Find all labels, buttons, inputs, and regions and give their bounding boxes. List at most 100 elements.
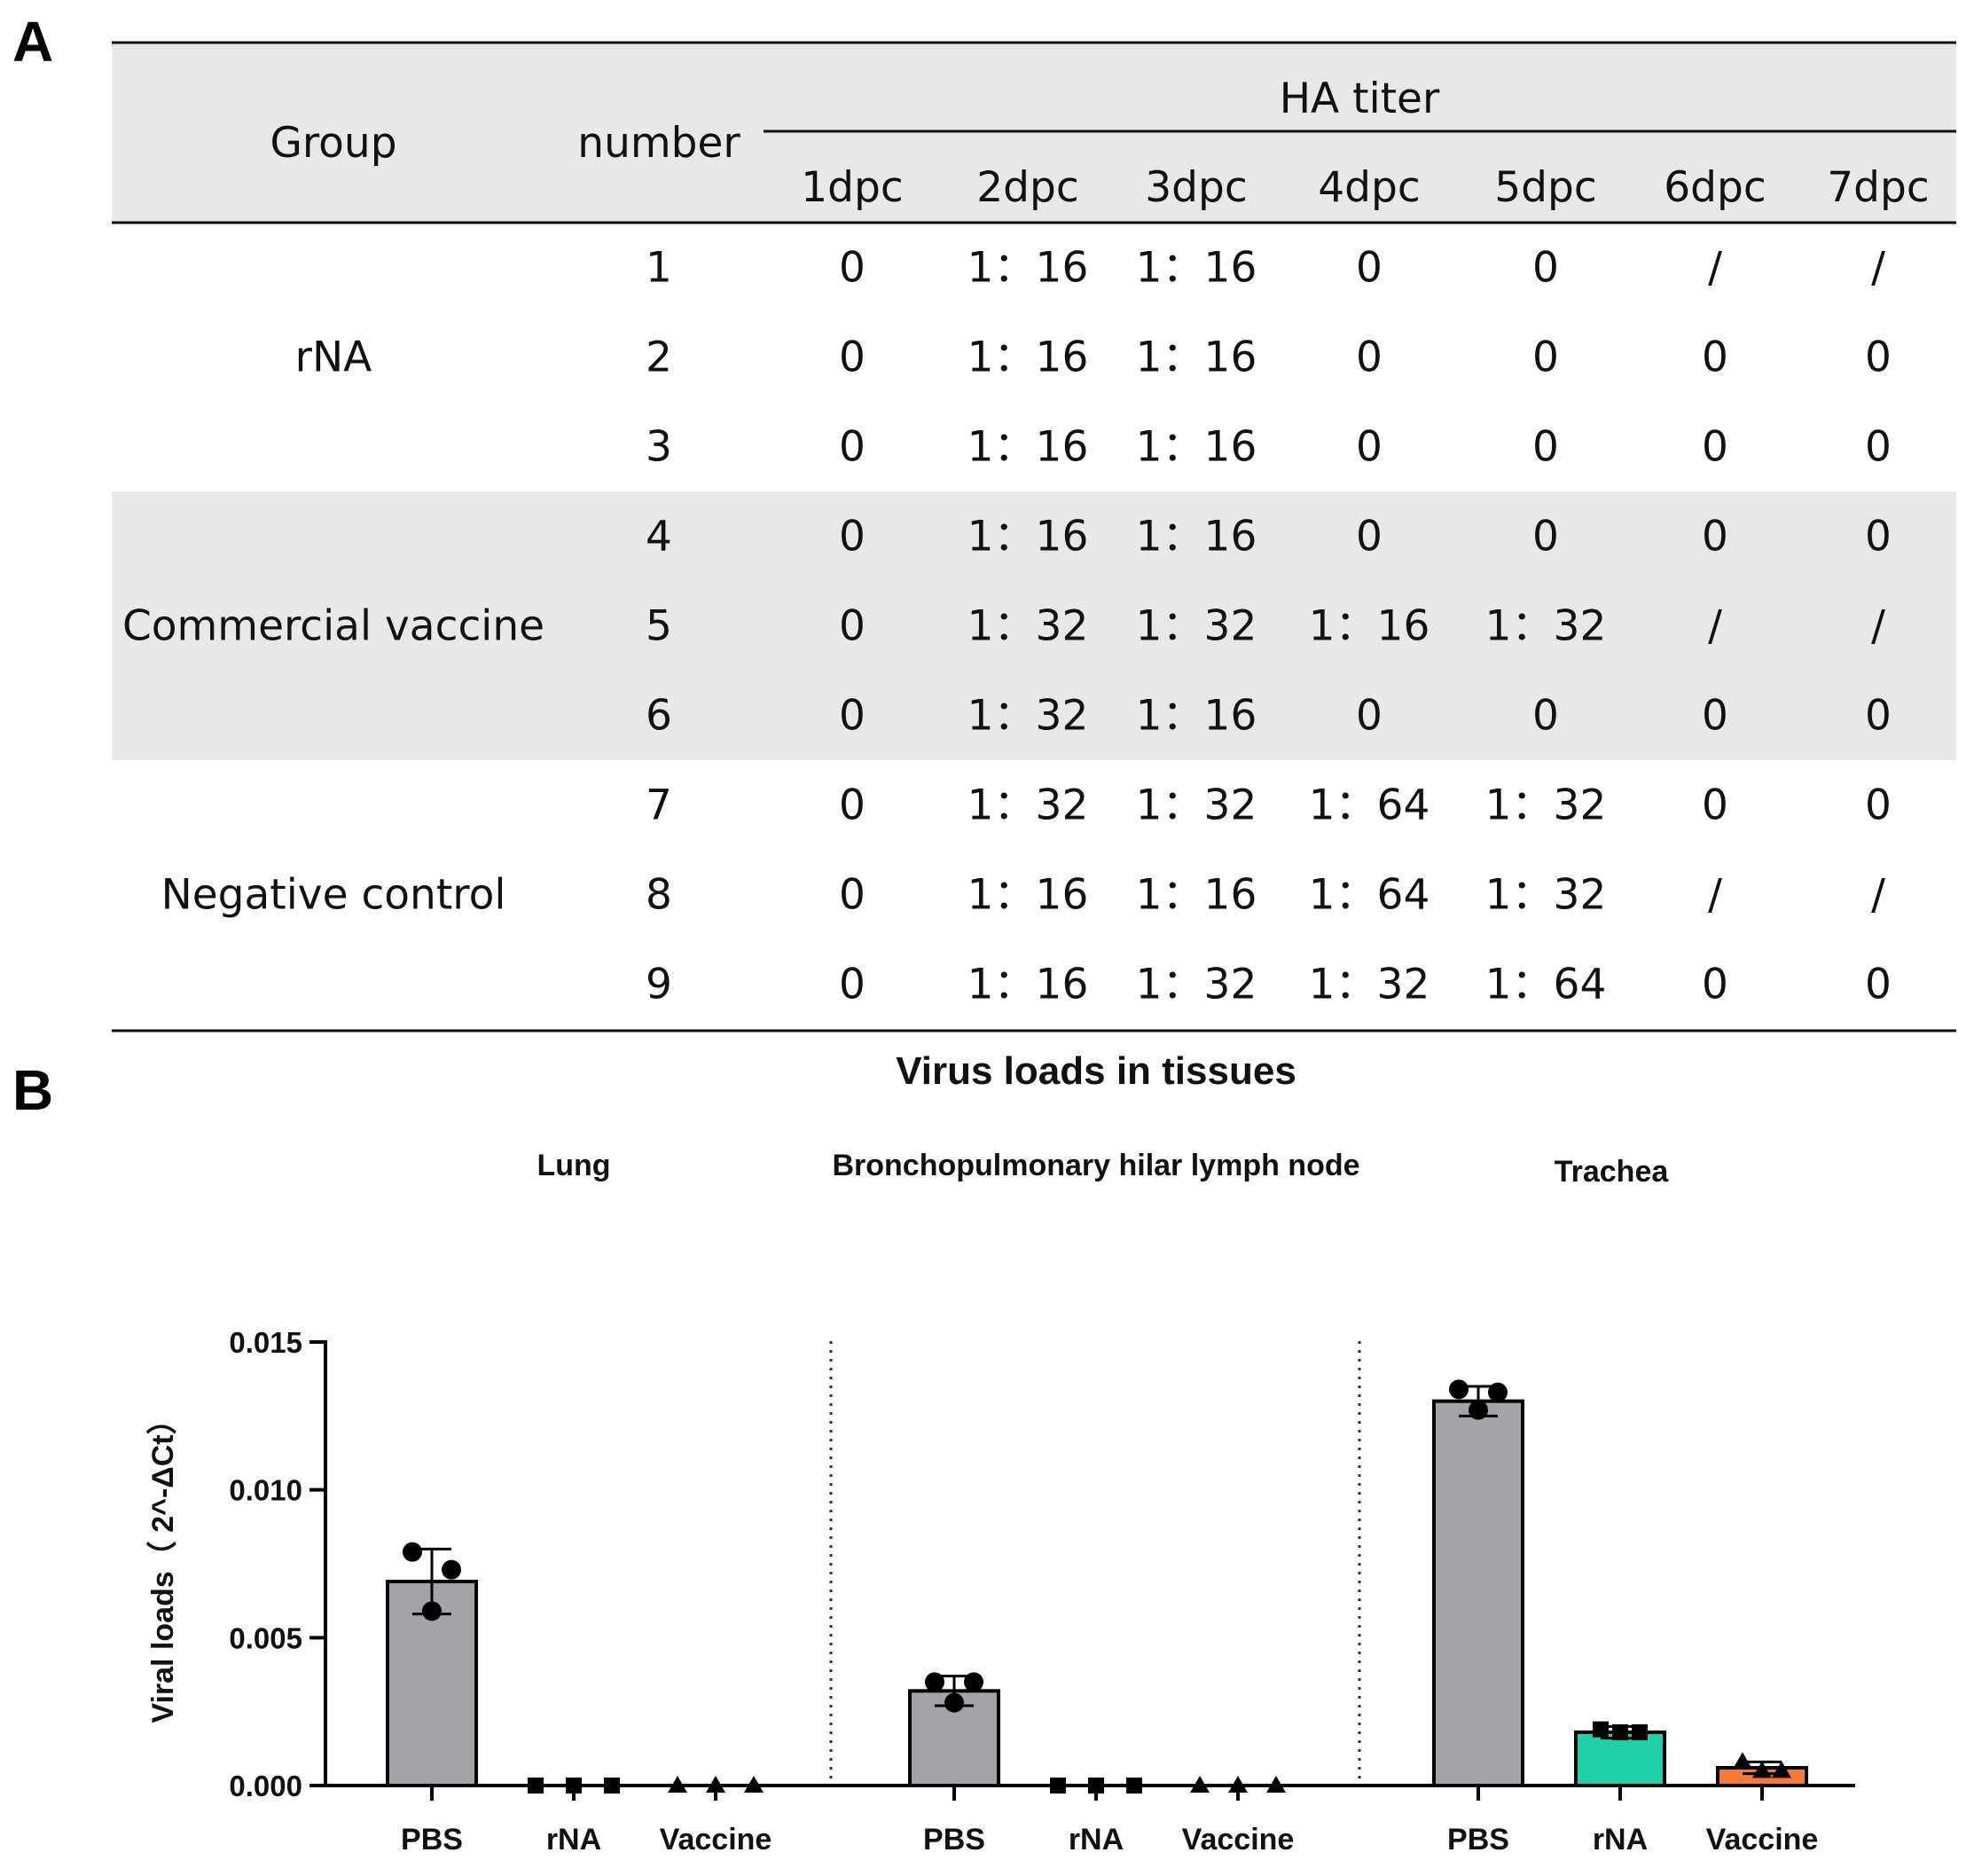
animal-number: 9 bbox=[646, 961, 672, 1009]
titer-cell: 1：16 bbox=[1136, 692, 1257, 741]
titer-cell: 1：32 bbox=[1136, 781, 1257, 830]
data-point bbox=[528, 1778, 544, 1794]
titer-cell: 1：16 bbox=[1136, 513, 1257, 561]
titer-cell: 1：32 bbox=[967, 602, 1089, 651]
day-header: 2dpc bbox=[976, 163, 1078, 212]
titer-cell: 1：32 bbox=[1136, 602, 1257, 651]
titer-cell: 0 bbox=[839, 781, 866, 830]
animal-number: 5 bbox=[646, 602, 672, 651]
animal-number: 1 bbox=[646, 244, 672, 293]
titer-cell: 0 bbox=[839, 692, 866, 741]
titer-cell: 0 bbox=[839, 244, 866, 293]
group-header: Group bbox=[270, 119, 396, 168]
titer-cell: / bbox=[1708, 871, 1722, 920]
data-point bbox=[1612, 1724, 1628, 1740]
x-tick-label: Vaccine bbox=[660, 1823, 772, 1856]
titer-cell: 0 bbox=[1356, 692, 1383, 741]
titer-cell: 1：16 bbox=[967, 513, 1089, 561]
data-point bbox=[1190, 1776, 1210, 1793]
day-header: 5dpc bbox=[1494, 163, 1596, 212]
data-point bbox=[668, 1776, 687, 1793]
x-tick-label: rNA bbox=[546, 1823, 601, 1856]
animal-number: 4 bbox=[646, 513, 672, 561]
titer-cell: 1：16 bbox=[967, 334, 1089, 382]
data-point bbox=[1050, 1778, 1066, 1794]
titer-cell: 1：16 bbox=[967, 423, 1089, 472]
x-tick-label: PBS bbox=[923, 1823, 985, 1856]
day-header: 3dpc bbox=[1145, 163, 1247, 212]
titer-cell: 0 bbox=[1702, 961, 1728, 1009]
group-name: Commercial vaccine bbox=[122, 602, 544, 651]
titer-cell: 0 bbox=[1865, 334, 1892, 382]
titer-cell: 0 bbox=[839, 334, 866, 382]
x-tick-label: Vaccine bbox=[1706, 1823, 1819, 1856]
titer-cell: 0 bbox=[1865, 692, 1892, 741]
titer-cell: 0 bbox=[1532, 244, 1559, 293]
titer-cell: 0 bbox=[1532, 513, 1559, 561]
panel-b-label: B bbox=[12, 1058, 54, 1122]
panel-a-label: A bbox=[12, 10, 54, 74]
data-point bbox=[422, 1601, 442, 1621]
group-name: Negative control bbox=[161, 871, 506, 920]
titer-cell: 1：32 bbox=[1136, 961, 1257, 1009]
titer-cell: / bbox=[1871, 244, 1885, 293]
y-tick-label: 0.010 bbox=[229, 1474, 302, 1507]
titer-cell: 0 bbox=[1702, 423, 1728, 472]
titer-cell: 0 bbox=[1532, 423, 1559, 472]
virus-loads-chart: Virus loads in tissues Viral loads（ 2^-ΔC… bbox=[145, 1049, 1855, 1856]
data-point bbox=[1266, 1776, 1286, 1793]
titer-cell: 0 bbox=[1532, 334, 1559, 382]
data-point bbox=[1228, 1776, 1248, 1793]
titer-cell: 0 bbox=[839, 602, 866, 651]
ha-titer-header: HA titer bbox=[1280, 75, 1440, 123]
titer-cell: 0 bbox=[1702, 334, 1728, 382]
titer-cell: 1：16 bbox=[1309, 602, 1430, 651]
titer-cell: 1：16 bbox=[1136, 423, 1257, 472]
titer-cell: 1：64 bbox=[1485, 961, 1607, 1009]
tissue-label: Trachea bbox=[1555, 1155, 1670, 1189]
number-header: number bbox=[577, 119, 740, 168]
titer-cell: / bbox=[1708, 244, 1722, 293]
titer-cell: 0 bbox=[1532, 692, 1559, 741]
titer-cell: 0 bbox=[1702, 513, 1728, 561]
titer-cell: / bbox=[1871, 871, 1885, 920]
ha-titer-table: Group number HA titer 1dpc 2dpc 3dpc 4dpc 5dpc 6… bbox=[112, 41, 1956, 1032]
data-point bbox=[944, 1692, 964, 1713]
titer-cell: 1：32 bbox=[1485, 871, 1607, 920]
y-axis-label: Viral loads（ 2^-ΔCt） bbox=[145, 1404, 180, 1723]
titer-cell: 0 bbox=[1865, 423, 1892, 472]
data-point bbox=[1126, 1778, 1142, 1794]
data-point bbox=[706, 1776, 725, 1793]
titer-cell: 0 bbox=[1356, 244, 1383, 293]
titer-cell: 0 bbox=[839, 423, 866, 472]
titer-cell: 1：16 bbox=[1136, 871, 1257, 920]
day-header: 7dpc bbox=[1827, 163, 1929, 212]
titer-cell: 1：64 bbox=[1309, 871, 1430, 920]
data-point bbox=[1469, 1400, 1488, 1420]
titer-cell: 0 bbox=[1865, 513, 1892, 561]
x-tick-label: Vaccine bbox=[1182, 1823, 1295, 1856]
x-tick-label: PBS bbox=[1447, 1823, 1509, 1856]
titer-cell: 0 bbox=[1702, 692, 1728, 741]
titer-cell: 1：16 bbox=[967, 244, 1089, 293]
animal-number: 3 bbox=[646, 423, 672, 472]
titer-cell: 0 bbox=[1356, 334, 1383, 382]
y-tick-label: 0.005 bbox=[229, 1621, 302, 1654]
titer-cell: 1：32 bbox=[967, 781, 1089, 830]
titer-cell: / bbox=[1708, 602, 1722, 651]
data-point bbox=[442, 1559, 461, 1580]
x-tick-label: rNA bbox=[1069, 1823, 1124, 1856]
bar bbox=[1432, 1399, 1524, 1787]
day-header: 4dpc bbox=[1318, 163, 1420, 212]
y-tick-label: 0.015 bbox=[229, 1326, 302, 1359]
titer-cell: 0 bbox=[1865, 781, 1892, 830]
titer-cell: 1：16 bbox=[967, 871, 1089, 920]
data-point bbox=[1733, 1752, 1752, 1770]
data-point bbox=[604, 1778, 620, 1794]
tissue-label: Lung bbox=[537, 1149, 610, 1182]
day-header: 1dpc bbox=[801, 163, 903, 212]
data-point bbox=[1772, 1761, 1791, 1778]
titer-cell: 1：32 bbox=[1309, 961, 1430, 1009]
animal-number: 6 bbox=[646, 692, 672, 741]
group-shading bbox=[112, 491, 1956, 760]
